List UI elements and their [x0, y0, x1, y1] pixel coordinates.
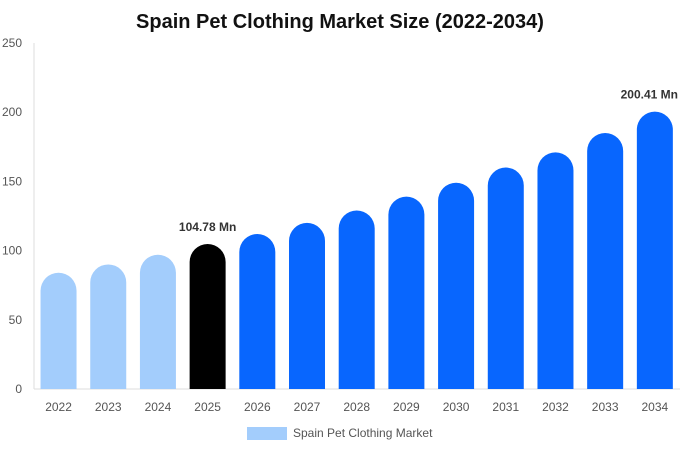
- y-tick-label: 200: [2, 105, 22, 119]
- y-tick-label: 250: [2, 36, 22, 50]
- bar-2027[interactable]: [289, 222, 326, 389]
- data-label: 104.78 Mn: [179, 220, 236, 234]
- y-tick-label: 150: [2, 174, 22, 188]
- legend[interactable]: Spain Pet Clothing Market: [247, 426, 433, 440]
- bar-2034[interactable]: [636, 111, 673, 389]
- x-tick-label: 2024: [145, 400, 172, 414]
- bar-2032[interactable]: [537, 152, 574, 389]
- bars-group: [40, 111, 673, 389]
- x-tick-label: 2026: [244, 400, 271, 414]
- bar-2029[interactable]: [388, 196, 425, 389]
- legend-label[interactable]: Spain Pet Clothing Market: [293, 426, 433, 440]
- x-axis-ticks: 2022 2023 2024 2025 2026 2027 2028 2029 2030 2031…: [45, 400, 668, 414]
- x-tick-label: 2028: [343, 400, 370, 414]
- y-tick-label: 0: [15, 382, 22, 396]
- legend-swatch[interactable]: [247, 427, 287, 440]
- data-labels-group: 104.78 Mn 200.41 Mn: [179, 88, 678, 234]
- bar-2023[interactable]: [90, 264, 127, 389]
- data-label: 200.41 Mn: [621, 88, 678, 102]
- bar-2033[interactable]: [587, 132, 624, 389]
- x-tick-label: 2030: [443, 400, 470, 414]
- y-tick-label: 100: [2, 244, 22, 258]
- y-tick-label: 50: [9, 313, 23, 327]
- bar-2026[interactable]: [239, 233, 276, 389]
- y-axis-ticks: 0 50 100 150 200 250: [2, 36, 22, 396]
- bar-2031[interactable]: [487, 167, 524, 389]
- x-tick-label: 2031: [492, 400, 519, 414]
- bar-2030[interactable]: [438, 182, 475, 389]
- x-tick-label: 2034: [642, 400, 669, 414]
- x-tick-label: 2027: [294, 400, 321, 414]
- x-tick-label: 2032: [542, 400, 569, 414]
- x-tick-label: 2023: [95, 400, 122, 414]
- bar-2028[interactable]: [338, 210, 375, 389]
- x-tick-label: 2022: [45, 400, 72, 414]
- x-tick-label: 2033: [592, 400, 619, 414]
- bar-2024[interactable]: [139, 254, 176, 389]
- chart-title: Spain Pet Clothing Market Size (2022-203…: [136, 11, 544, 33]
- x-tick-label: 2029: [393, 400, 420, 414]
- bar-2022[interactable]: [40, 272, 77, 389]
- x-tick-label: 2025: [194, 400, 221, 414]
- bar-2025[interactable]: [189, 243, 226, 389]
